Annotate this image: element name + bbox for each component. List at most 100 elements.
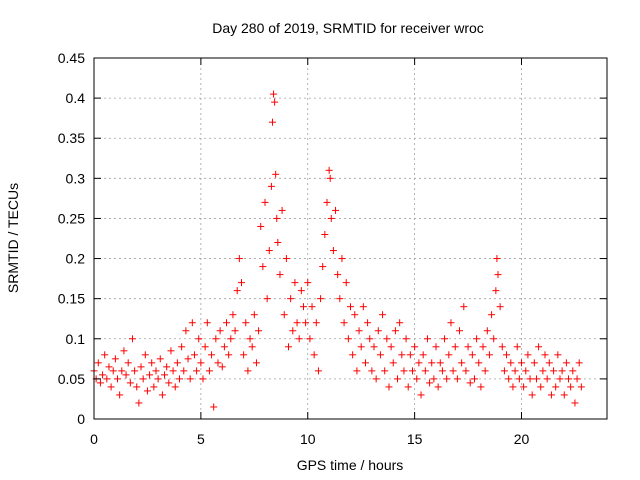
data-point — [402, 335, 410, 343]
data-point — [349, 351, 357, 359]
data-point — [218, 363, 226, 371]
data-point — [481, 367, 489, 375]
data-point — [462, 367, 470, 375]
data-point — [167, 347, 175, 355]
data-point — [94, 359, 102, 367]
data-point — [190, 351, 198, 359]
data-point — [255, 327, 263, 335]
data-point — [332, 206, 340, 214]
y-tick-label: 0.25 — [58, 210, 85, 226]
data-point — [571, 399, 579, 407]
data-point — [278, 206, 286, 214]
data-point — [180, 367, 188, 375]
data-point — [479, 343, 487, 351]
data-point — [530, 359, 538, 367]
data-point — [323, 198, 331, 206]
data-point — [118, 367, 126, 375]
data-point — [325, 166, 333, 174]
plot-frame — [93, 57, 608, 420]
y-tick-label: 0.15 — [58, 291, 85, 307]
data-point — [396, 319, 404, 327]
data-point — [364, 319, 372, 327]
data-point — [267, 182, 275, 190]
y-axis-label: SRMTID / TECUs — [5, 183, 21, 293]
data-point — [103, 375, 111, 383]
y-tick-label: 0.35 — [58, 130, 85, 146]
data-point — [306, 335, 314, 343]
data-point — [475, 359, 483, 367]
data-point — [417, 391, 425, 399]
data-point — [96, 379, 104, 387]
data-point — [428, 359, 436, 367]
data-point — [227, 335, 235, 343]
data-point — [210, 403, 218, 411]
data-point — [468, 351, 476, 359]
x-tick-label: 0 — [90, 431, 98, 447]
data-point — [541, 351, 549, 359]
data-point — [421, 367, 429, 375]
data-point — [139, 375, 147, 383]
data-point — [515, 375, 523, 383]
data-point — [355, 327, 363, 335]
data-point — [225, 351, 233, 359]
data-point — [505, 375, 513, 383]
data-point — [432, 343, 440, 351]
data-point — [188, 319, 196, 327]
data-point — [291, 279, 299, 287]
data-point — [565, 375, 573, 383]
data-point — [385, 383, 393, 391]
data-point — [526, 375, 534, 383]
data-point — [500, 367, 508, 375]
data-point — [443, 375, 451, 383]
data-point — [310, 351, 318, 359]
data-point — [184, 355, 192, 363]
data-point — [235, 255, 243, 263]
data-point — [376, 351, 384, 359]
data-point — [199, 375, 207, 383]
data-point — [165, 379, 173, 387]
data-point — [101, 351, 109, 359]
data-point — [496, 303, 504, 311]
data-point — [389, 359, 397, 367]
data-point — [314, 367, 322, 375]
data-point — [347, 303, 354, 311]
data-point — [470, 375, 478, 383]
data-point — [567, 383, 575, 391]
data-point — [381, 367, 389, 375]
data-point — [150, 383, 158, 391]
data-point — [163, 363, 171, 371]
data-point — [404, 383, 412, 391]
data-point — [537, 383, 545, 391]
data-point — [161, 371, 169, 379]
data-point — [116, 391, 124, 399]
data-point — [394, 375, 402, 383]
data-point — [494, 271, 502, 279]
data-point — [338, 255, 346, 263]
data-point — [120, 347, 128, 355]
data-point — [321, 230, 329, 238]
data-point — [141, 351, 149, 359]
data-point — [295, 335, 303, 343]
data-point — [122, 371, 130, 379]
data-point — [411, 343, 419, 351]
data-point — [342, 279, 350, 287]
x-tick-label: 20 — [514, 431, 530, 447]
data-point — [353, 367, 361, 375]
data-point — [577, 383, 585, 391]
data-point — [522, 367, 530, 375]
data-point — [493, 255, 501, 263]
data-point — [445, 351, 453, 359]
data-point — [436, 359, 444, 367]
data-point — [237, 279, 245, 287]
data-point — [233, 287, 241, 295]
data-point — [248, 343, 256, 351]
data-point — [447, 319, 455, 327]
data-point — [186, 375, 194, 383]
data-point — [240, 351, 248, 359]
data-point — [340, 319, 348, 327]
data-point — [464, 343, 472, 351]
data-point — [193, 367, 201, 375]
data-point — [131, 367, 139, 375]
data-point — [229, 311, 237, 319]
